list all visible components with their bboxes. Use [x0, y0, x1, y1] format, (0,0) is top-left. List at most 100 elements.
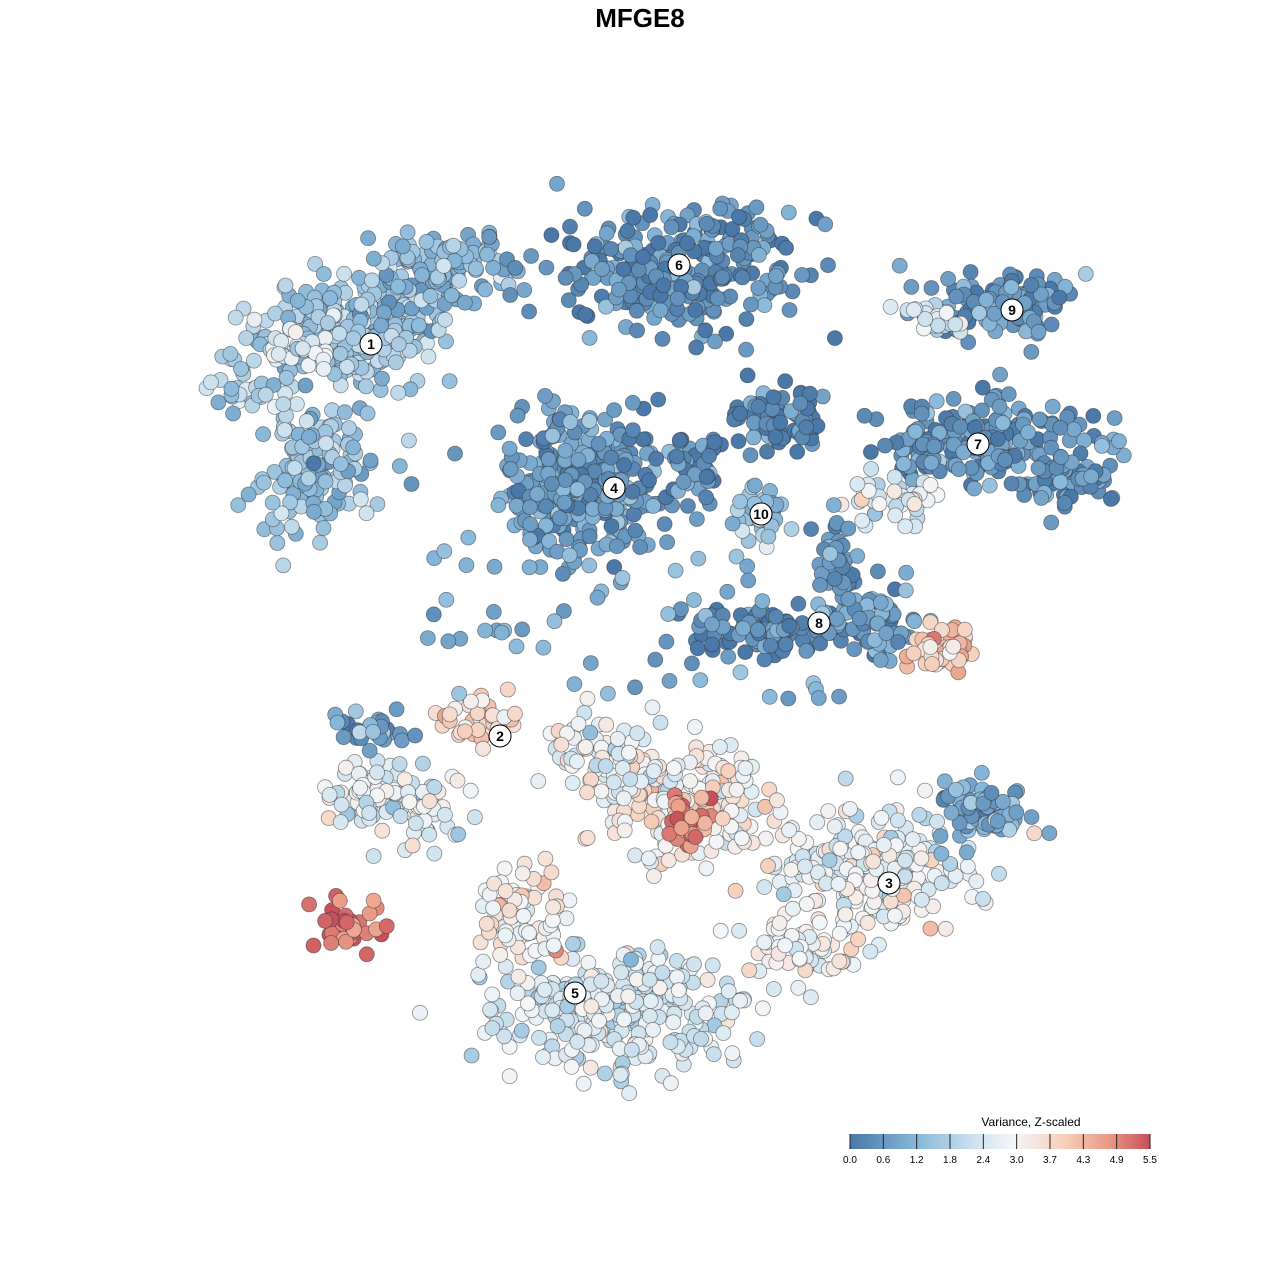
data-point: [654, 330, 671, 347]
data-point: [496, 860, 513, 877]
data-point: [689, 511, 705, 527]
data-point: [481, 229, 498, 245]
data-point: [840, 520, 857, 537]
data-point: [720, 648, 737, 665]
data-point: [983, 785, 1000, 801]
data-point: [778, 239, 794, 256]
data-point: [737, 644, 754, 660]
data-point: [394, 238, 411, 255]
data-point: [606, 559, 623, 575]
data-point: [640, 850, 657, 867]
data-point: [619, 222, 636, 239]
data-point: [1077, 265, 1094, 282]
data-point: [684, 655, 700, 672]
data-point: [760, 858, 776, 874]
data-point: [530, 773, 547, 789]
data-point: [569, 1033, 586, 1050]
data-point: [361, 742, 378, 759]
data-point: [1000, 386, 1017, 403]
data-point: [772, 414, 789, 431]
data-point: [447, 445, 463, 462]
data-point: [742, 447, 759, 464]
legend-tick-label: 1.2: [910, 1155, 924, 1166]
data-point: [563, 1058, 580, 1075]
data-point: [739, 558, 756, 575]
data-point: [301, 896, 318, 913]
data-point: [541, 533, 557, 549]
data-point: [669, 290, 686, 307]
cluster-label-5: 5: [563, 981, 587, 1005]
data-point: [707, 333, 723, 350]
data-point: [759, 443, 775, 460]
data-point: [286, 460, 303, 477]
data-point: [875, 837, 892, 853]
data-point: [689, 640, 706, 657]
data-point: [731, 208, 747, 225]
data-point: [238, 330, 255, 347]
data-point: [277, 472, 294, 489]
data-point: [688, 339, 705, 356]
data-point: [600, 685, 616, 702]
data-point: [1003, 475, 1020, 492]
data-point: [551, 510, 568, 526]
cluster-label-badge: [749, 502, 773, 526]
data-point: [456, 294, 473, 311]
data-point: [609, 731, 626, 747]
cluster-label-4: 4: [602, 476, 626, 500]
data-point: [615, 261, 632, 278]
data-point: [598, 225, 615, 242]
data-point: [693, 1031, 709, 1047]
data-point: [317, 330, 334, 347]
data-point: [1053, 449, 1069, 466]
cluster-label-badge: [966, 432, 990, 456]
data-point: [544, 912, 561, 929]
data-point: [645, 763, 662, 779]
data-point: [620, 988, 637, 1005]
data-point: [410, 317, 427, 334]
data-point: [1020, 424, 1036, 441]
data-point: [598, 298, 614, 315]
data-point: [947, 316, 964, 333]
data-point: [513, 1022, 530, 1039]
data-point: [797, 858, 813, 875]
data-point: [351, 724, 368, 741]
data-point: [538, 498, 554, 515]
data-point: [426, 779, 443, 796]
data-point: [812, 635, 829, 652]
data-point: [553, 736, 570, 753]
data-point: [856, 407, 873, 424]
data-point: [337, 759, 354, 776]
data-point: [790, 595, 807, 612]
data-point: [225, 405, 242, 422]
data-point: [477, 622, 494, 639]
cluster-label-text: 3: [885, 875, 893, 891]
data-point: [403, 476, 420, 492]
data-point: [449, 772, 466, 789]
data-point: [538, 517, 554, 534]
data-point: [1008, 804, 1025, 821]
data-point: [850, 931, 866, 948]
data-point: [886, 483, 903, 500]
cluster-label-badge: [359, 332, 383, 356]
data-point: [365, 892, 382, 909]
data-point: [565, 236, 582, 253]
data-point: [606, 402, 622, 419]
data-point: [522, 499, 538, 516]
data-point: [937, 920, 954, 937]
data-point: [544, 427, 561, 444]
data-point: [750, 622, 766, 638]
data-point: [264, 494, 281, 511]
data-point: [407, 815, 424, 832]
legend-tick-label: 2.4: [976, 1155, 990, 1166]
data-point: [351, 269, 368, 286]
data-point: [275, 396, 292, 413]
data-point: [750, 280, 767, 296]
data-point: [485, 900, 502, 916]
data-point: [699, 972, 716, 988]
data-point: [850, 844, 867, 861]
data-point: [877, 437, 893, 454]
data-point: [890, 769, 906, 786]
data-point: [557, 269, 574, 286]
data-point: [294, 340, 311, 357]
data-point: [704, 957, 721, 974]
